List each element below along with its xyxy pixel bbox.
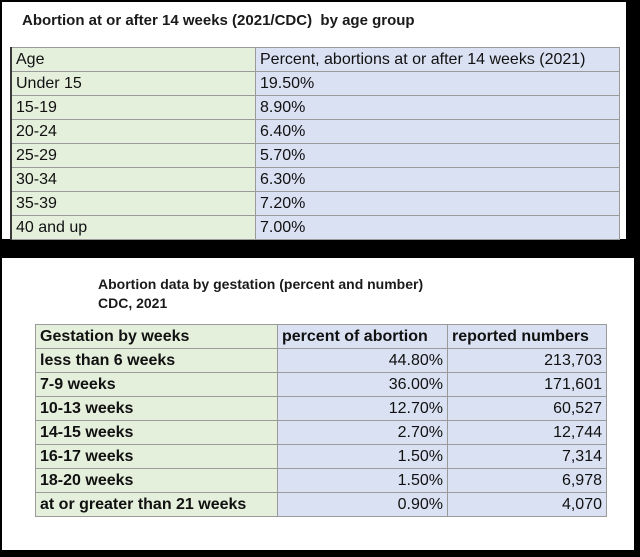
column-header: Age [10,47,256,72]
table-cell: 25-29 [10,143,256,168]
age-group-table: Age Percent, abortions at or after 14 wee… [10,47,620,240]
table-row: 25-29 5.70% [10,143,620,168]
table-cell: at or greater than 21 weeks [35,492,278,517]
table-row: 35-39 7.20% [10,191,620,216]
table-cell: 6,978 [447,468,607,493]
table-cell: 40 and up [10,215,256,240]
table-row: 16-17 weeks 1.50% 7,314 [35,444,607,469]
table-cell: 15-19 [10,95,256,120]
age-table-title: Abortion at or after 14 weeks (2021/CDC)… [22,12,415,29]
table-cell: 6.30% [255,167,620,192]
table-cell: 1.50% [277,468,448,493]
table-row: 30-34 6.30% [10,167,620,192]
table-cell: 2.70% [277,420,448,445]
table-cell: 1.50% [277,444,448,469]
column-header: Percent, abortions at or after 14 weeks … [255,47,620,72]
table-cell: 14-15 weeks [35,420,278,445]
table-cell: less than 6 weeks [35,348,278,373]
column-header: percent of abortion [277,324,448,349]
table-cell: 8.90% [255,95,620,120]
table-cell: 19.50% [255,71,620,96]
table-cell: 171,601 [447,372,607,397]
table-cell: 213,703 [447,348,607,373]
table-cell: 60,527 [447,396,607,421]
table-row: 20-24 6.40% [10,119,620,144]
table-cell: 7,314 [447,444,607,469]
table-cell: 0.90% [277,492,448,517]
age-group-panel: Abortion at or after 14 weeks (2021/CDC)… [2,2,626,240]
table-cell: 4,070 [447,492,607,517]
table-row: 18-20 weeks 1.50% 6,978 [35,468,607,493]
table-cell: 16-17 weeks [35,444,278,469]
table-row: 14-15 weeks 2.70% 12,744 [35,420,607,445]
table-cell: 6.40% [255,119,620,144]
table-cell: 10-13 weeks [35,396,278,421]
table-row: 7-9 weeks 36.00% 171,601 [35,372,607,397]
table-cell: 7.20% [255,191,620,216]
table-cell: 36.00% [277,372,448,397]
table-cell: 7-9 weeks [35,372,278,397]
gestation-table: Gestation by weeks percent of abortion rep… [35,324,607,517]
column-header: reported numbers [447,324,607,349]
table-row: Under 15 19.50% [10,71,620,96]
table-cell: 35-39 [10,191,256,216]
table-header-row: Age Percent, abortions at or after 14 wee… [10,47,620,72]
column-header: Gestation by weeks [35,324,278,349]
table-cell: 7.00% [255,215,620,240]
table-cell: 30-34 [10,167,256,192]
table-row: at or greater than 21 weeks 0.90% 4,070 [35,492,607,517]
table-header-row: Gestation by weeks percent of abortion rep… [35,324,607,349]
table-cell: 44.80% [277,348,448,373]
gestation-table-subtitle: CDC, 2021 [98,295,168,311]
gestation-panel: Abortion data by gestation (percent and … [2,258,634,550]
table-cell: 18-20 weeks [35,468,278,493]
table-cell: 12,744 [447,420,607,445]
gestation-table-title: Abortion data by gestation (percent and … [98,276,424,292]
table-cell: Under 15 [10,71,256,96]
table-cell: 20-24 [10,119,256,144]
table-cell: 12.70% [277,396,448,421]
table-cell: 5.70% [255,143,620,168]
table-row: less than 6 weeks 44.80% 213,703 [35,348,607,373]
table-row: 10-13 weeks 12.70% 60,527 [35,396,607,421]
table-row: 40 and up 7.00% [10,215,620,240]
table-row: 15-19 8.90% [10,95,620,120]
